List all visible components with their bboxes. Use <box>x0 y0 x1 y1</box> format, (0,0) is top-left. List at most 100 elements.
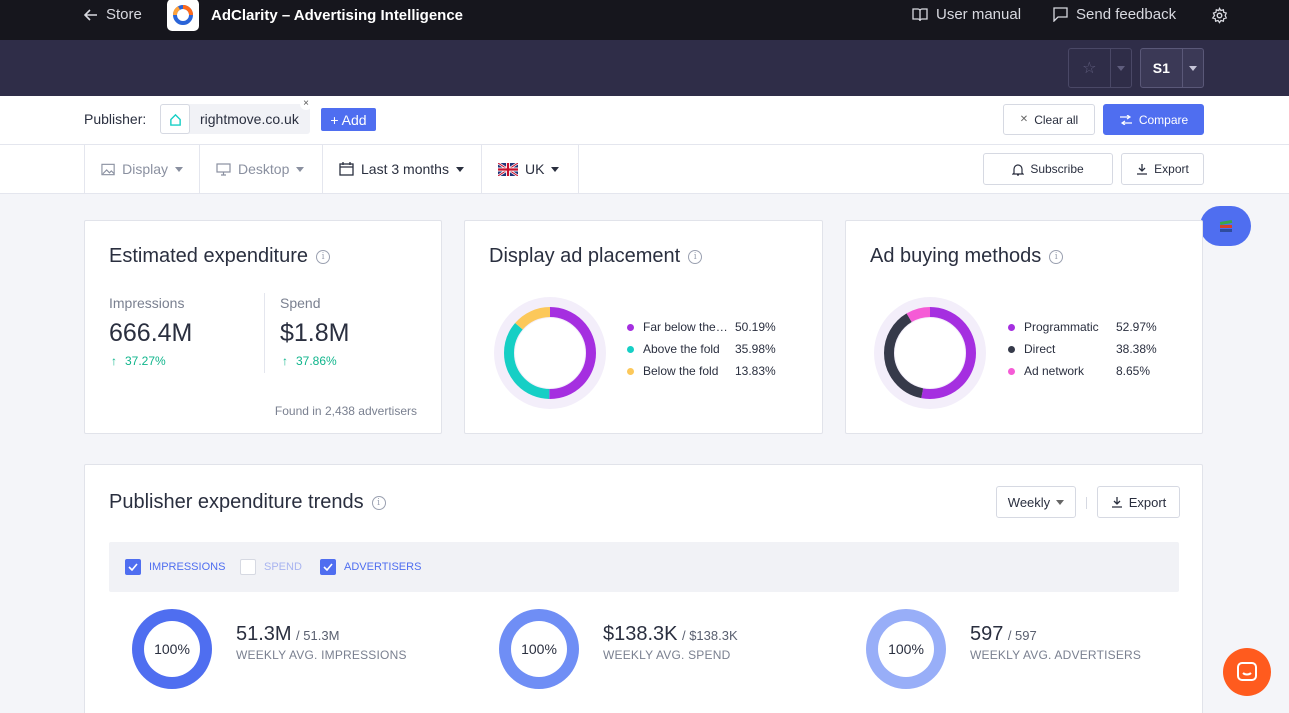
legend-item[interactable]: Above the fold 35.98% <box>627 342 776 356</box>
legend-item[interactable]: Programmatic 52.97% <box>1008 320 1157 334</box>
chevron-down-icon <box>1181 49 1203 87</box>
donut-slice-1[interactable] <box>884 307 976 399</box>
export-button[interactable]: Export <box>1121 153 1204 185</box>
metric-value: 597 <box>970 623 1004 645</box>
user-manual-label: User manual <box>936 6 1022 23</box>
chat-launcher-button[interactable] <box>1223 648 1271 696</box>
close-icon: ✕ <box>1019 114 1029 125</box>
toggle-impressions[interactable]: IMPRESSIONS <box>125 559 225 575</box>
impressions-label: Impressions <box>109 295 185 311</box>
info-icon[interactable]: i <box>1049 249 1064 264</box>
user-manual-link[interactable]: User manual <box>912 6 1021 23</box>
legend-label: Below the fold <box>643 364 719 378</box>
clear-all-button[interactable]: ✕ Clear all <box>1003 104 1095 135</box>
chevron-down-icon <box>296 166 305 172</box>
back-to-store-link[interactable]: Store <box>84 6 142 23</box>
chat-icon <box>1237 662 1257 681</box>
donut-hole <box>515 318 585 388</box>
checkbox-unchecked-icon <box>240 559 256 575</box>
donut-slice-1[interactable] <box>504 307 596 399</box>
donut-slice-2[interactable] <box>884 307 976 399</box>
divider <box>1086 497 1087 509</box>
trends-export-button[interactable]: Export <box>1097 486 1180 518</box>
interval-label: Weekly <box>1007 494 1051 510</box>
legend-value: 52.97% <box>1116 320 1157 334</box>
legend-dot-icon <box>1008 345 1015 353</box>
download-icon <box>1137 164 1148 175</box>
workspace-label: S1 <box>1152 60 1170 76</box>
top-bar: Store AdClarity – Advertising Intelligen… <box>0 0 1289 40</box>
legend-value: 13.83% <box>735 364 776 378</box>
remove-publisher-icon[interactable]: × <box>300 98 312 110</box>
publisher-domain: rightmove.co.uk <box>200 111 299 127</box>
legend-item[interactable]: Ad network 8.65% <box>1008 364 1150 378</box>
metric-total: / $138.3K <box>681 628 738 643</box>
toggle-advertisers-label: ADVERTISERS <box>344 561 422 573</box>
ad-type-label: Display <box>122 161 168 177</box>
card-title: Display ad placement <box>489 245 681 267</box>
publisher-label: Publisher: <box>84 111 147 127</box>
card-title: Estimated expenditure <box>109 245 309 267</box>
impressions-ring: 100% <box>132 609 212 689</box>
impressions-change-value: 37.27% <box>125 354 166 368</box>
checkbox-checked-icon <box>125 559 141 575</box>
country-label: UK <box>525 161 545 177</box>
device-dropdown[interactable]: Desktop <box>200 145 323 193</box>
bell-icon <box>1012 163 1025 176</box>
arrow-up-icon: ↑ <box>282 354 288 368</box>
info-icon[interactable]: i <box>316 249 331 264</box>
chevron-down-icon <box>1056 499 1065 505</box>
info-icon[interactable]: i <box>688 249 703 264</box>
add-publisher-button[interactable]: + Add <box>321 108 376 131</box>
ad-type-dropdown[interactable]: Display <box>84 145 200 193</box>
donut-slice-2[interactable] <box>504 307 596 399</box>
send-feedback-label: Send feedback <box>1076 6 1177 23</box>
legend-item[interactable]: Below the fold 13.83% <box>627 364 776 378</box>
gear-icon[interactable] <box>1211 6 1228 29</box>
info-icon[interactable]: i <box>371 495 386 510</box>
metric-caption: WEEKLY AVG. IMPRESSIONS <box>236 648 407 662</box>
send-feedback-link[interactable]: Send feedback <box>1053 6 1176 23</box>
compare-icon <box>1119 114 1132 125</box>
legend-item[interactable]: Direct 38.38% <box>1008 342 1157 356</box>
legend-dot-icon <box>1008 367 1015 375</box>
estimated-expenditure-card: Estimated expenditure i Impressions 666.… <box>84 220 442 434</box>
advertisers-metric: 597 / 597 WEEKLY AVG. ADVERTISERS <box>970 623 1141 662</box>
period-dropdown[interactable]: Last 3 months <box>323 145 482 193</box>
compare-button[interactable]: Compare <box>1103 104 1204 135</box>
metric-total: / 597 <box>1007 628 1037 643</box>
metric-value: $138.3K <box>603 623 678 645</box>
chevron-down-icon <box>175 166 183 172</box>
impressions-change: ↑ 37.27% <box>111 354 166 368</box>
extension-fab[interactable] <box>1200 206 1251 246</box>
legend-item[interactable]: Far below the… 50.19% <box>627 320 776 334</box>
toggle-advertisers[interactable]: ADVERTISERS <box>320 559 421 575</box>
books-icon <box>1219 219 1232 232</box>
legend-dot-icon <box>627 323 634 331</box>
export-label: Export <box>1128 494 1167 510</box>
legend-dot-icon <box>627 367 634 375</box>
image-icon <box>101 163 115 175</box>
interval-dropdown[interactable]: Weekly <box>996 486 1076 518</box>
spend-value: $1.8M <box>280 319 350 347</box>
arrow-left-icon <box>84 8 97 21</box>
toggle-spend[interactable]: SPEND <box>240 559 302 575</box>
legend-label: Programmatic <box>1024 320 1099 334</box>
country-dropdown[interactable]: UK <box>482 145 579 193</box>
publisher-chip[interactable]: rightmove.co.uk × <box>160 98 312 134</box>
clear-all-label: Clear all <box>1034 112 1079 127</box>
impressions-value: 666.4M <box>109 319 193 347</box>
workspace-selector[interactable]: S1 <box>1140 48 1204 88</box>
book-icon <box>912 7 928 21</box>
publisher-row: Publisher: rightmove.co.uk × + Add ✕ Cle… <box>0 96 1289 145</box>
favorite-button[interactable]: ☆ <box>1068 48 1132 88</box>
card-header: Display ad placement i <box>489 245 703 268</box>
advertisers-footer: Found in 2,438 advertisers <box>274 404 417 418</box>
legend-value: 38.38% <box>1116 342 1157 356</box>
card-title: Publisher expenditure trends <box>109 491 364 513</box>
card-header: Ad buying methods i <box>870 245 1064 268</box>
impressions-ring-label: 100% <box>154 641 190 657</box>
app-logo <box>167 0 199 31</box>
subscribe-button[interactable]: Subscribe <box>983 153 1113 185</box>
spend-label: Spend <box>280 295 321 311</box>
